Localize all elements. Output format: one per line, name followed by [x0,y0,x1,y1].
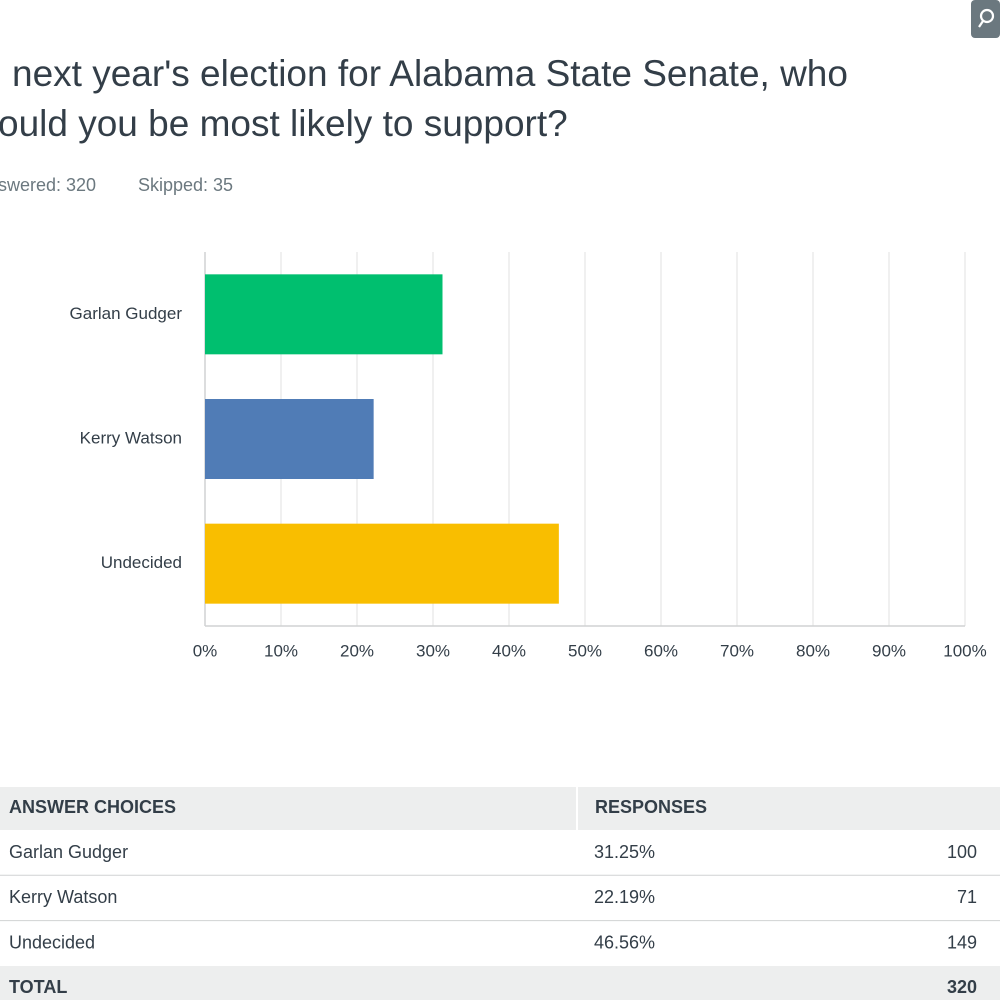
question-title: ould you be most likely to support? [0,103,568,144]
answer-choice: Garlan Gudger [9,842,128,862]
table-total-bg [0,966,1000,1000]
x-tick-label: 30% [416,641,450,660]
response-percent: 31.25% [594,842,655,862]
skipped-count: Skipped: 35 [138,175,233,195]
answered-count: swered: 320 [0,175,96,195]
total-count: 320 [947,977,977,997]
bar[interactable] [205,523,559,604]
category-label: Garlan Gudger [70,304,183,323]
table-header: RESPONSES [595,797,707,817]
response-percent: 22.19% [594,887,655,907]
x-tick-label: 20% [340,641,374,660]
x-tick-label: 80% [796,641,830,660]
response-percent: 46.56% [594,932,655,952]
x-tick-label: 0% [193,641,218,660]
response-count: 149 [947,932,977,952]
x-tick-label: 90% [872,641,906,660]
category-label: Undecided [101,553,182,572]
x-tick-label: 10% [264,641,298,660]
x-tick-label: 50% [568,641,602,660]
table-header: ANSWER CHOICES [9,797,176,817]
response-count: 100 [947,842,977,862]
question-title: next year's election for Alabama State S… [12,53,848,94]
table-header-bg [0,787,1000,830]
category-label: Kerry Watson [80,428,182,447]
response-count: 71 [957,887,977,907]
search-icon-handle [978,20,984,28]
answer-choice: Kerry Watson [9,887,117,907]
bar[interactable] [205,274,443,355]
total-label: TOTAL [9,977,67,997]
bar[interactable] [205,399,374,479]
answer-choice: Undecided [9,932,95,952]
x-tick-label: 60% [644,641,678,660]
search-icon [979,8,995,24]
x-tick-label: 70% [720,641,754,660]
x-tick-label: 100% [943,641,986,660]
search-button[interactable] [971,0,1000,38]
x-tick-label: 40% [492,641,526,660]
